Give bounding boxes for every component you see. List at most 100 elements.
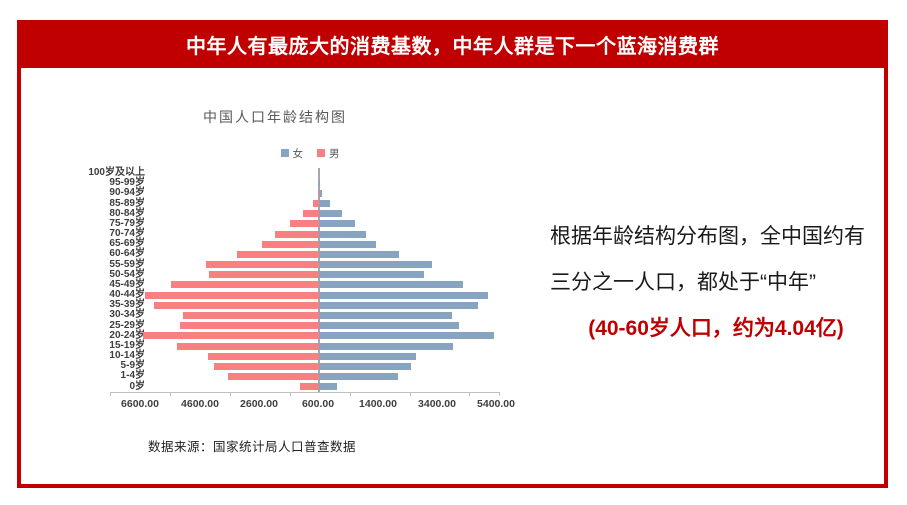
x-axis-tick-label: 1400.00 <box>359 398 397 410</box>
pyramid-row: 20-24岁 <box>60 329 505 341</box>
annotation-line-2: 三分之一人口，都处于“中年” <box>550 271 816 294</box>
x-axis-tick-label: 4600.00 <box>181 398 219 410</box>
pyramid-row: 55-59岁 <box>60 258 505 270</box>
x-axis-tick <box>290 392 291 396</box>
x-axis-tick <box>230 392 231 396</box>
pyramid-row: 95-99岁 <box>60 177 505 189</box>
age-group-label: 90-94岁 <box>109 187 145 199</box>
x-axis-tick <box>350 392 351 396</box>
male-bar <box>274 230 319 238</box>
female-bar <box>319 373 399 381</box>
female-bar <box>319 189 323 197</box>
male-bar <box>179 322 319 330</box>
x-axis-tick-label: 3400.00 <box>418 398 456 410</box>
male-bar <box>302 210 319 218</box>
pyramid-row: 90-94岁 <box>60 188 505 198</box>
age-group-label: 70-74岁 <box>109 228 145 240</box>
age-group-label: 1-4岁 <box>120 370 145 382</box>
age-group-label: 25-29岁 <box>109 319 145 331</box>
age-group-label: 55-59岁 <box>109 258 145 270</box>
age-group-label: 30-34岁 <box>109 309 145 321</box>
x-axis-tick-label: 600.00 <box>301 398 335 410</box>
female-bar <box>319 271 425 279</box>
female-bar <box>319 200 330 208</box>
female-bar <box>319 362 411 370</box>
pyramid-row: 100岁及以上 <box>60 167 505 178</box>
female-bar <box>319 383 338 391</box>
pyramid-row: 60-64岁 <box>60 249 505 259</box>
pyramid-row: 80-84岁 <box>60 207 505 219</box>
header-banner: 中年人有最庞大的消费基数，中年人群是下一个蓝海消费群 <box>17 20 888 68</box>
annotation-block: 根据年龄结构分布图，全中国约有 三分之一人口，都处于“中年” (40-60岁人口… <box>550 214 882 352</box>
male-bar <box>317 189 319 197</box>
male-bar <box>206 261 319 269</box>
female-bar <box>319 291 489 299</box>
female-bar <box>319 250 400 258</box>
female-bar <box>319 301 478 309</box>
male-bar <box>299 383 319 391</box>
x-axis-tick <box>110 392 111 396</box>
age-group-label: 40-44岁 <box>109 289 145 301</box>
age-group-label: 60-64岁 <box>109 248 145 260</box>
age-group-label: 85-89岁 <box>109 197 145 209</box>
age-group-label: 45-49岁 <box>109 278 145 290</box>
male-bar <box>183 312 319 319</box>
age-group-label: 10-14岁 <box>109 350 145 362</box>
female-bar <box>319 220 355 228</box>
pyramid-row: 35-39岁 <box>60 300 505 310</box>
x-axis-tick <box>170 392 171 396</box>
male-bar <box>237 250 319 258</box>
center-axis-line <box>318 168 320 392</box>
female-bar <box>319 352 416 360</box>
legend-label: 男 <box>329 147 340 160</box>
male-bar <box>262 240 319 248</box>
pyramid-row: 65-69岁 <box>60 238 505 250</box>
population-pyramid-plot: 100岁及以上 95-99岁 90-94岁 85-89岁 80-84岁 75-79岁 70-… <box>60 167 515 428</box>
data-source-caption: 数据来源：国家统计局人口普查数据 <box>148 440 357 454</box>
male-bar <box>142 332 319 340</box>
banner-title: 中年人有最庞大的消费基数，中年人群是下一个蓝海消费群 <box>186 35 719 58</box>
age-group-label: 5-9岁 <box>120 360 145 372</box>
pyramid-row: 75-79岁 <box>60 217 505 229</box>
legend-swatch-icon <box>280 149 289 157</box>
female-bar <box>319 261 432 269</box>
slide-frame <box>17 20 888 488</box>
male-bar <box>208 271 319 279</box>
legend-item: 女 <box>280 146 304 161</box>
pyramid-row: 1-4岁 <box>60 371 505 381</box>
pyramid-row: 50-54岁 <box>60 269 505 280</box>
legend-swatch-icon <box>317 149 325 157</box>
age-group-label: 80-84岁 <box>109 207 145 219</box>
age-group-label: 15-19岁 <box>109 339 145 351</box>
male-bar <box>213 362 319 370</box>
annotation-line-3-highlight: (40-60岁人口，约为4.04亿) <box>588 317 844 340</box>
age-group-label: 35-39岁 <box>109 299 145 311</box>
pyramid-row: 70-74岁 <box>60 228 505 240</box>
male-bar <box>154 301 319 309</box>
male-bar <box>177 342 319 350</box>
x-axis-tick <box>410 392 411 396</box>
female-bar <box>319 312 452 319</box>
female-bar <box>319 210 342 218</box>
pyramid-row: 45-49岁 <box>60 278 505 290</box>
female-bar <box>319 322 459 330</box>
pyramid-rows: 100岁及以上 95-99岁 90-94岁 85-89岁 80-84岁 75-79岁 70-… <box>60 167 505 392</box>
x-axis-tick <box>499 392 500 396</box>
female-bar <box>319 332 494 340</box>
age-group-label: 75-79岁 <box>109 217 145 229</box>
age-group-label: 65-69岁 <box>109 238 145 250</box>
age-group-label: 95-99岁 <box>109 177 145 189</box>
age-group-label: 20-24岁 <box>109 329 145 341</box>
male-bar <box>145 291 319 299</box>
age-group-label: 100岁及以上 <box>88 167 145 178</box>
x-axis-tick-label: 6600.00 <box>121 398 159 410</box>
x-axis-line <box>110 392 500 393</box>
male-bar <box>289 220 319 228</box>
chart-legend: 女男 <box>230 146 390 160</box>
female-bar <box>319 342 454 350</box>
pyramid-row: 10-14岁 <box>60 350 505 362</box>
male-bar <box>313 200 319 208</box>
legend-label: 女 <box>292 147 304 160</box>
pyramid-row: 0岁 <box>60 380 505 392</box>
age-group-label: 0岁 <box>129 380 145 392</box>
